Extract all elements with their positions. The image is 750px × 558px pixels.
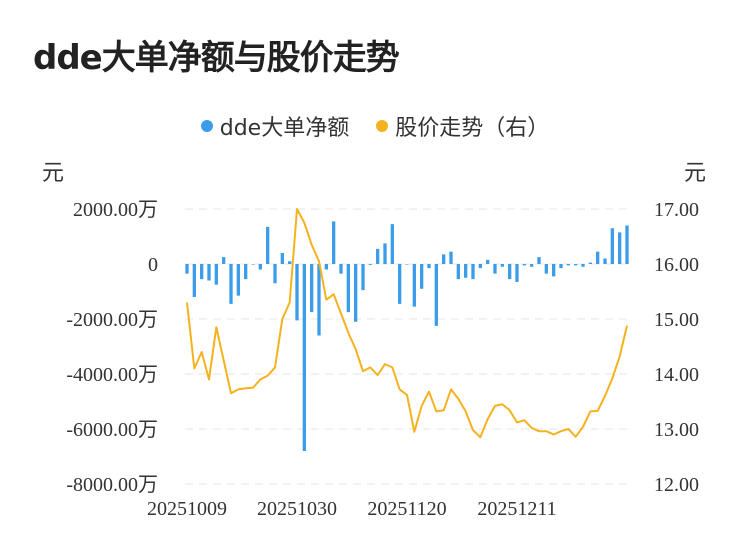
legend-dot-dde-icon [200, 120, 213, 132]
x-tick-label: 20251211 [477, 498, 556, 520]
bar[interactable] [530, 264, 534, 267]
bar[interactable] [214, 264, 218, 285]
right-tick-label: 15.00 [654, 309, 699, 331]
right-tick-label: 14.00 [654, 364, 699, 386]
bar[interactable] [478, 264, 482, 269]
bar[interactable] [361, 264, 365, 291]
bar[interactable] [464, 264, 468, 278]
bar[interactable] [610, 228, 614, 264]
left-tick-label: -2000.00万 [66, 309, 158, 331]
bar[interactable] [508, 264, 512, 280]
bar[interactable] [390, 224, 394, 265]
right-tick-label: 12.00 [654, 474, 699, 496]
bar[interactable] [376, 248, 380, 265]
legend-label-price: 股价走势（右） [395, 116, 550, 141]
bar[interactable] [302, 264, 306, 451]
bar[interactable] [354, 264, 358, 322]
bar[interactable] [500, 264, 504, 267]
bar[interactable] [537, 257, 541, 265]
bar[interactable] [339, 264, 343, 274]
x-tick-label: 20251030 [257, 498, 337, 520]
left-tick-label: -8000.00万 [66, 474, 158, 496]
left-axis-unit: 元 [42, 161, 65, 186]
left-tick-label: 0 [148, 254, 158, 276]
left-tick-label: -6000.00万 [66, 419, 158, 441]
bar[interactable] [317, 264, 321, 336]
bar[interactable] [412, 264, 416, 307]
bar[interactable] [258, 264, 262, 270]
bar[interactable] [324, 264, 328, 270]
bar[interactable] [229, 264, 233, 304]
bar[interactable] [625, 225, 629, 265]
bar[interactable] [244, 264, 248, 280]
bar[interactable] [618, 232, 622, 265]
bar[interactable] [200, 264, 204, 280]
bar[interactable] [280, 253, 284, 264]
bar[interactable] [434, 264, 438, 326]
bar[interactable] [251, 264, 255, 265]
bar[interactable] [442, 254, 446, 265]
bar[interactable] [581, 264, 585, 267]
bar[interactable] [574, 264, 578, 266]
line-series-price [186, 208, 628, 439]
bar[interactable] [222, 257, 226, 265]
bar[interactable] [185, 264, 189, 274]
bar[interactable] [266, 226, 270, 265]
bar[interactable] [566, 264, 570, 266]
x-tick-label: 20251120 [367, 498, 446, 520]
bar[interactable] [596, 251, 600, 265]
right-axis-unit: 元 [684, 161, 707, 186]
bar[interactable] [515, 264, 519, 282]
bar[interactable] [522, 264, 526, 266]
bar[interactable] [486, 259, 490, 265]
bar[interactable] [456, 264, 460, 280]
legend-dot-price-icon [376, 120, 389, 132]
bar[interactable] [332, 221, 336, 265]
left-tick-label: -4000.00万 [66, 364, 158, 386]
legend: dde大单净额 股价走势（右） [0, 110, 750, 142]
bar[interactable] [398, 264, 402, 304]
legend-label-dde: dde大单净额 [219, 116, 350, 141]
bar[interactable] [273, 264, 277, 284]
gridlines [185, 208, 629, 485]
left-tick-label: 2000.00万 [73, 199, 158, 221]
bar[interactable] [383, 243, 387, 265]
bar[interactable] [295, 264, 299, 321]
bar[interactable] [192, 264, 196, 297]
bar[interactable] [544, 264, 548, 274]
bar[interactable] [603, 258, 607, 265]
legend-item-dde[interactable]: dde大单净额 [200, 110, 350, 142]
bar[interactable] [588, 262, 592, 265]
bar[interactable] [427, 264, 431, 269]
bar[interactable] [368, 264, 372, 265]
chart-title: dde大单净额与股价走势 [33, 38, 400, 78]
bar[interactable] [552, 264, 556, 277]
bar[interactable] [405, 264, 409, 265]
bar[interactable] [420, 264, 424, 289]
bar[interactable] [310, 264, 314, 313]
bar[interactable] [493, 264, 497, 274]
bar[interactable] [471, 264, 475, 280]
bar[interactable] [207, 264, 211, 281]
bar[interactable] [288, 261, 292, 264]
right-tick-label: 16.00 [654, 254, 699, 276]
bar[interactable] [449, 251, 453, 265]
right-tick-label: 13.00 [654, 419, 699, 441]
legend-item-price[interactable]: 股价走势（右） [376, 110, 549, 142]
x-tick-label: 20251009 [147, 498, 227, 520]
bar-series-dde [185, 221, 629, 451]
x-axis-ticks: 20251009 20251030 20251120 20251211 [147, 498, 557, 520]
bar[interactable] [559, 264, 563, 269]
left-axis-ticks: 2000.00万 0 -2000.00万 -4000.00万 -6000.00万 -800… [66, 199, 158, 496]
bar[interactable] [346, 264, 350, 313]
bar[interactable] [236, 264, 240, 296]
right-axis-ticks: 17.00 16.00 15.00 14.00 13.00 12.00 [654, 199, 699, 496]
right-tick-label: 17.00 [654, 199, 699, 221]
